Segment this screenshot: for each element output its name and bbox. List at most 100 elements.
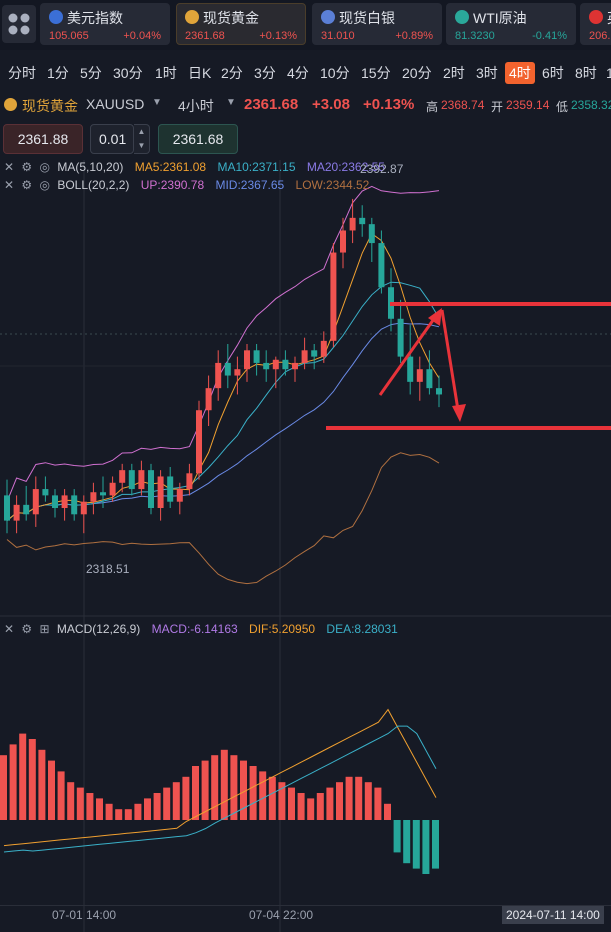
timeframe-tab[interactable]: 分时 — [8, 65, 36, 81]
candle-body — [282, 359, 289, 370]
candle-body — [80, 501, 87, 515]
candle-body — [167, 476, 174, 502]
timeframe-tab[interactable]: 30分 — [113, 65, 143, 81]
timeframe-tab[interactable]: 3分 — [254, 65, 276, 81]
settings-icon[interactable]: ⚙ — [21, 160, 33, 174]
menu-button[interactable] — [2, 5, 36, 43]
candle-body — [253, 350, 260, 363]
period-label[interactable]: 4小时 — [178, 98, 214, 114]
macd-bar — [336, 782, 343, 820]
ma5-value: MA5:2361.08 — [134, 160, 207, 174]
macd-bar — [403, 820, 411, 864]
candle-body — [128, 470, 135, 490]
timeframe-tab[interactable]: 5分 — [80, 65, 102, 81]
chevron-down-icon[interactable]: ▼ — [152, 97, 162, 108]
candle-body — [330, 252, 337, 341]
dea-line — [3, 725, 437, 853]
boll-lower-line — [6, 452, 440, 585]
candle-body — [378, 243, 385, 288]
us-flag-icon — [49, 10, 63, 24]
ticker-price: 105.065 — [49, 30, 89, 42]
close-icon[interactable]: ✕ — [4, 160, 15, 174]
timeframe-tab[interactable]: 20分 — [402, 65, 432, 81]
down-arrow-head — [452, 404, 466, 422]
candle-body — [23, 504, 30, 515]
candle-body — [426, 369, 433, 389]
boll-low-value: LOW:2344.52 — [295, 178, 370, 192]
candle-body — [205, 388, 212, 411]
settings-icon[interactable]: ⚙ — [21, 622, 33, 636]
ticker-card[interactable]: 现货白银 31.010 +0.89% — [312, 3, 442, 45]
candle-body — [349, 217, 356, 231]
timeframe-tab[interactable]: 6时 — [542, 65, 564, 81]
macd-bar — [57, 771, 65, 820]
open-value: 2359.14 — [506, 98, 550, 112]
close-icon[interactable]: ✕ — [4, 622, 15, 636]
gold-icon — [185, 10, 199, 24]
candle-body — [292, 362, 298, 370]
buy-price-button[interactable]: 2361.68 — [158, 124, 238, 154]
macd-bar — [0, 755, 7, 820]
ticker-card[interactable]: 现货黄金 2361.68 +0.13% — [176, 3, 306, 45]
macd-bar — [316, 793, 324, 820]
dea-value: DEA:8.28031 — [326, 622, 398, 636]
ticker-card[interactable]: 美元指数 105.065 +0.04% — [40, 3, 170, 45]
ticker-card[interactable]: WTI原油 81.3230 -0.41% — [446, 3, 576, 45]
macd-bar — [249, 766, 257, 820]
candle-body — [138, 470, 145, 490]
macd-bar — [28, 739, 36, 820]
settings-icon[interactable]: ⚙ — [21, 178, 33, 192]
stepper-up-icon[interactable]: ▲ — [137, 127, 146, 136]
high-marker: 2392.87 — [360, 162, 404, 176]
candle-body — [416, 369, 423, 382]
ticker-change: +0.89% — [395, 30, 433, 42]
ma-label: MA(5,10,20) — [57, 160, 124, 174]
symbol-name[interactable]: 现货黄金 — [22, 98, 78, 114]
timeframe-tab[interactable]: 1时 — [155, 65, 177, 81]
dif-value: DIF:5.20950 — [249, 622, 316, 636]
expand-icon[interactable]: ⊞ — [39, 622, 50, 636]
stepper-down-icon[interactable]: ▼ — [137, 141, 146, 150]
ticker-card[interactable]: 英 206. — [580, 3, 611, 45]
price-chart[interactable] — [0, 160, 611, 932]
ma20-value: MA20:2362.55 — [306, 160, 385, 174]
sell-price-button[interactable]: 2361.88 — [3, 124, 83, 154]
lot-input[interactable]: 0.01 — [90, 124, 134, 154]
timeframe-tab[interactable]: 1 — [606, 65, 611, 81]
macd-bar — [220, 749, 228, 820]
timeframe-tab[interactable]: 4时 — [505, 62, 535, 84]
close-icon[interactable]: ✕ — [4, 178, 15, 192]
candle-body — [157, 476, 164, 508]
candle-body — [263, 362, 270, 370]
candle-body — [301, 350, 308, 363]
timeframe-tab[interactable]: 8时 — [575, 65, 597, 81]
eye-icon[interactable]: ◎ — [39, 178, 50, 192]
timeframe-tab[interactable]: 10分 — [320, 65, 350, 81]
ma10-line — [6, 281, 440, 521]
oil-icon — [455, 10, 469, 24]
ticker-change: +0.13% — [259, 30, 297, 42]
symbol-code[interactable]: XAUUSD — [86, 96, 145, 112]
candle-body — [244, 350, 250, 370]
timeframe-tab[interactable]: 2分 — [221, 65, 243, 81]
macd-bar — [48, 760, 55, 820]
up-arrow-head — [428, 308, 442, 326]
date-label: 07-01 14:00 — [52, 908, 117, 922]
chevron-down-icon[interactable]: ▼ — [226, 97, 236, 108]
timeframe-tab[interactable]: 4分 — [287, 65, 309, 81]
ma-legend: ✕ ⚙ ◎ MA(5,10,20) MA5:2361.08 MA10:2371.… — [4, 160, 393, 174]
eye-icon[interactable]: ◎ — [39, 160, 50, 174]
timeframe-tab[interactable]: 15分 — [361, 65, 391, 81]
timeframe-tab[interactable]: 2时 — [443, 65, 465, 81]
boll-up-value: UP:2390.78 — [140, 178, 205, 192]
timeframe-tab[interactable]: 日K — [188, 65, 212, 81]
timeframe-tab[interactable]: 3时 — [476, 65, 498, 81]
symbol-change: +3.08 — [312, 96, 350, 113]
dif-line — [3, 708, 437, 847]
macd-bar — [422, 820, 430, 874]
macd-bar — [345, 776, 353, 820]
macd-bar — [96, 798, 103, 820]
timeframe-tab[interactable]: 1分 — [47, 65, 69, 81]
lot-stepper[interactable]: ▲ ▼ — [134, 124, 150, 154]
macd-bar — [259, 771, 267, 820]
